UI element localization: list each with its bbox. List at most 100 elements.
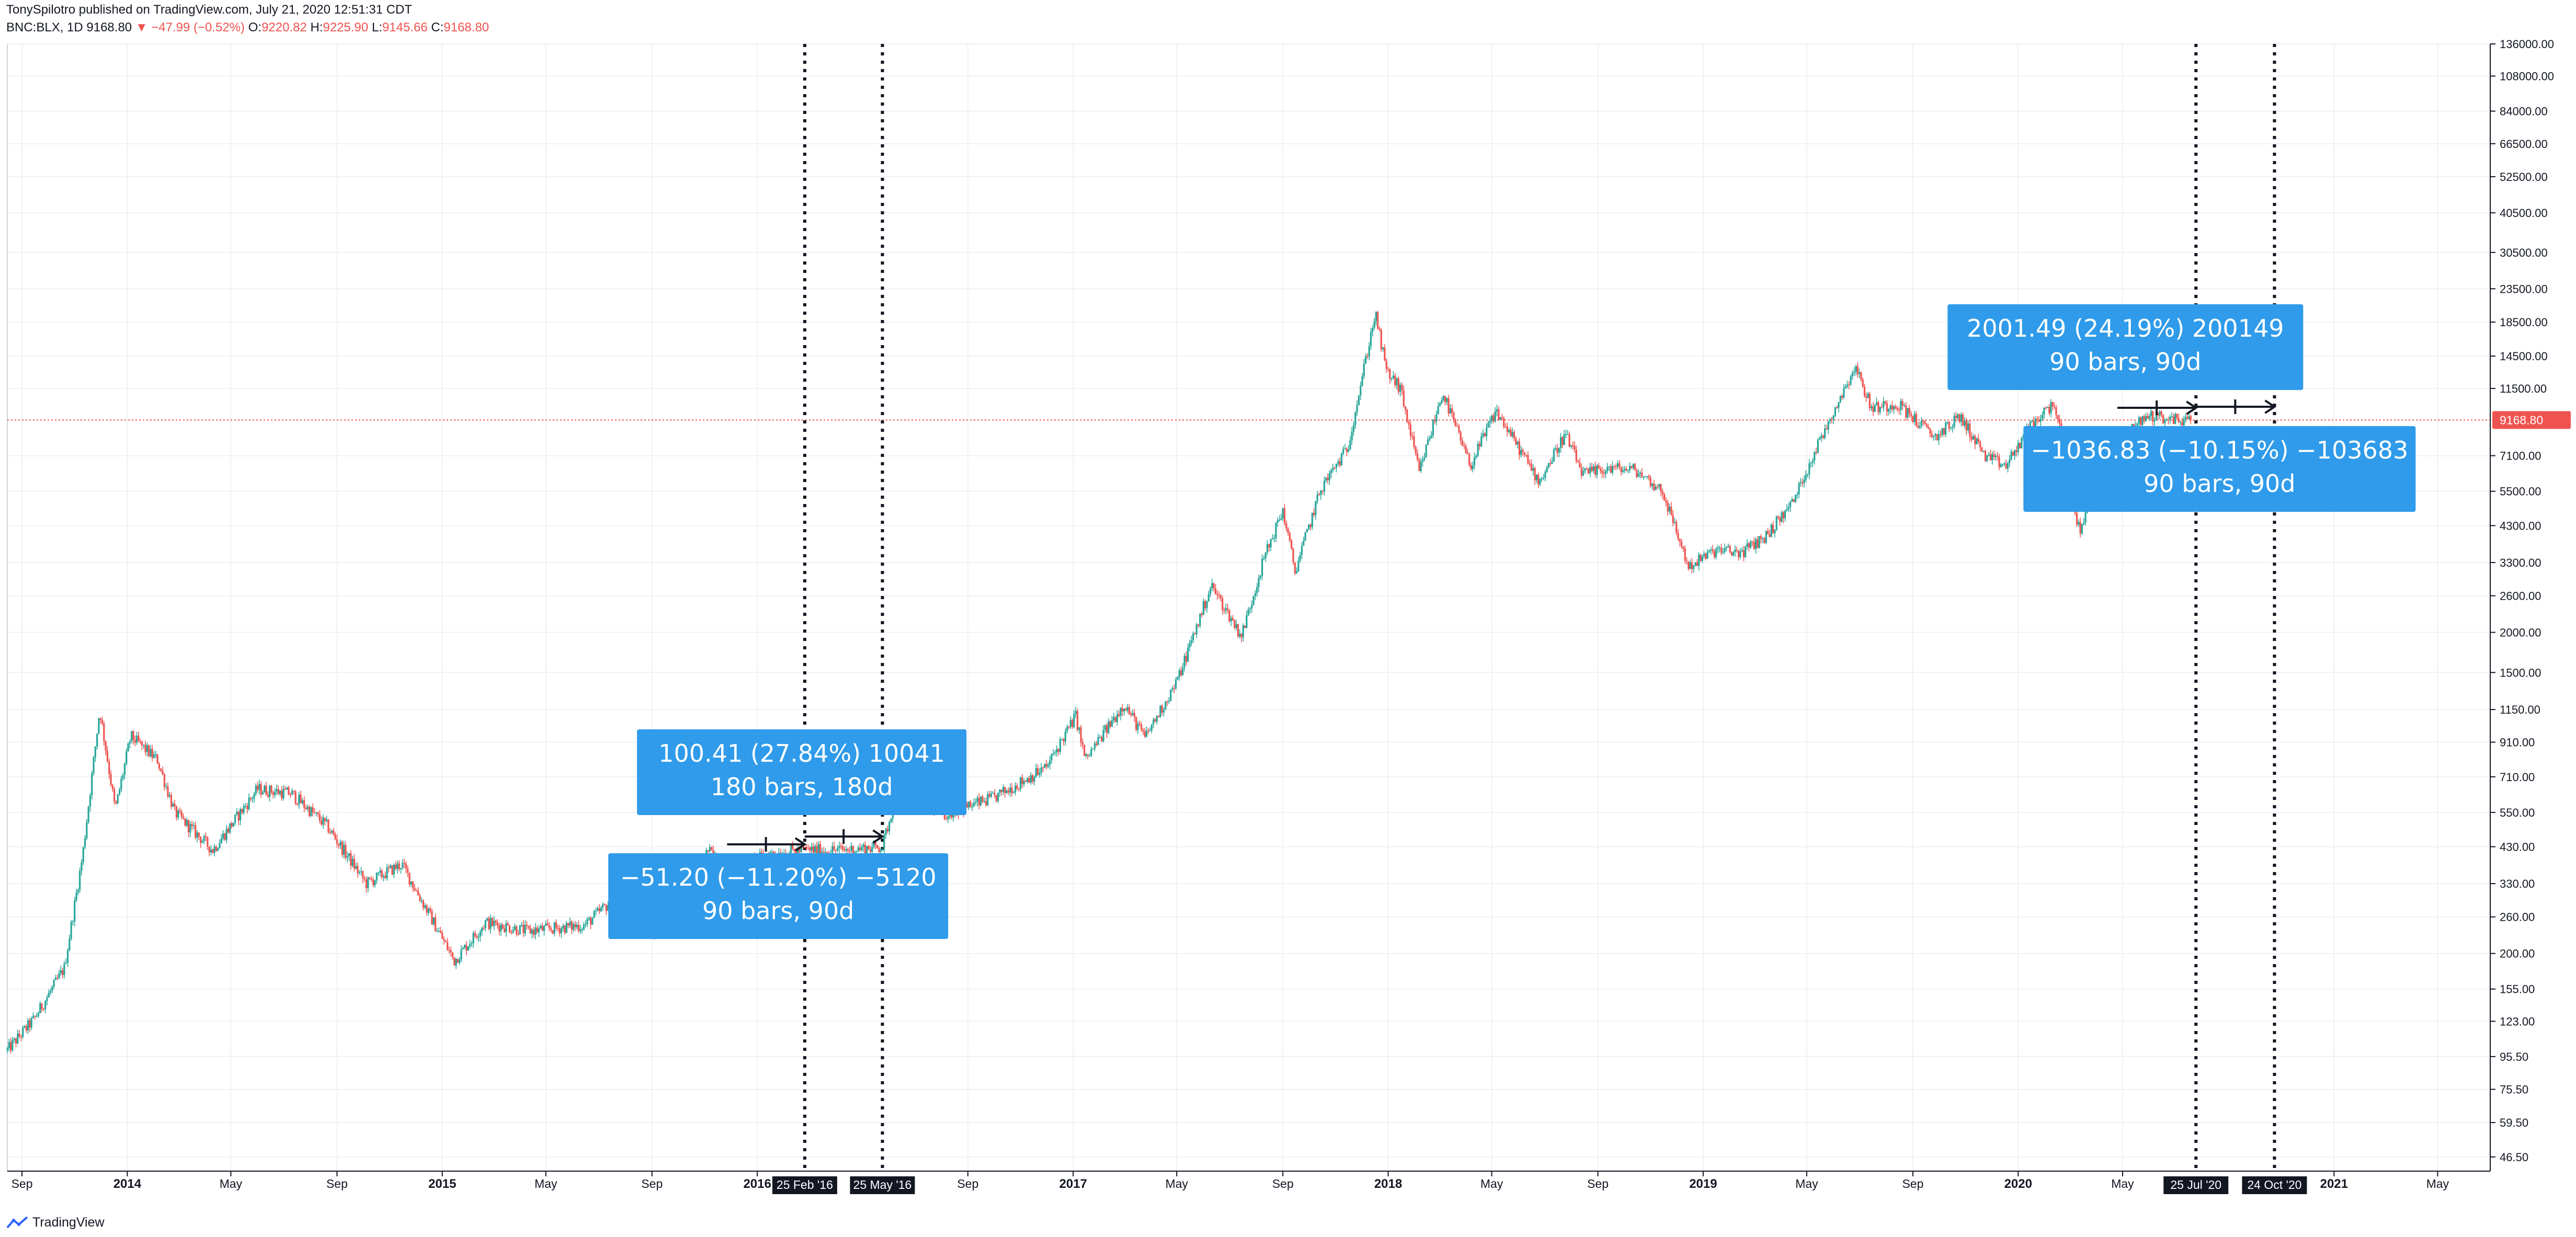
candle-body [1765, 531, 1767, 543]
measure-box[interactable]: −51.20 (−11.20%) −5120 90 bars, 90d [608, 853, 949, 939]
candle-body [1946, 422, 1948, 423]
candle-body [1118, 714, 1120, 716]
candle-body [353, 858, 356, 869]
candle-body [1586, 468, 1588, 469]
y-tick-label: 46.50 [2500, 1151, 2528, 1164]
measure-box[interactable]: −1036.83 (−10.15%) −103683 90 bars, 90d [2023, 426, 2416, 512]
candle-body [1791, 499, 1793, 502]
candle-body [248, 797, 250, 809]
candle-body [1368, 346, 1370, 357]
candle-body [1261, 558, 1263, 576]
candle-body [593, 911, 595, 918]
candle-body [1209, 588, 1212, 594]
candle-body [805, 847, 807, 849]
candle-body [338, 844, 340, 846]
candle-body [1321, 490, 1324, 491]
candle-body [370, 878, 373, 880]
candle-body [1865, 396, 1867, 398]
candle-body [1970, 437, 1973, 440]
candle-body [1075, 711, 1077, 714]
candle-body [1056, 749, 1058, 753]
candle-body [1779, 517, 1781, 522]
candle-body [1924, 421, 1926, 425]
candle-body [1582, 471, 1585, 476]
y-tick-label: 30500.00 [2500, 246, 2548, 259]
low-value: 9145.66 [382, 20, 428, 35]
candle-body [1401, 384, 1403, 391]
candle-body [1328, 473, 1330, 480]
candle-body [334, 834, 336, 839]
candle-body [315, 812, 317, 814]
candle-body [1335, 463, 1338, 468]
tradingview-logo[interactable]: TradingView [6, 1212, 105, 1233]
candle-body [1092, 749, 1094, 750]
measure-box-bg [2023, 426, 2416, 512]
candle-body [1815, 452, 1817, 453]
candle-body [1316, 494, 1318, 501]
candle-body [12, 1040, 14, 1050]
candle-body [82, 847, 84, 863]
candle-body [2143, 416, 2145, 421]
candle-body [1018, 788, 1020, 789]
candle-body [1713, 551, 1715, 557]
candle-body [1454, 420, 1456, 426]
candle-body [1663, 494, 1666, 501]
candle-body [1230, 618, 1232, 622]
candle-body [294, 792, 297, 804]
candle-body [973, 803, 975, 807]
candle-body [1147, 730, 1149, 731]
candles [6, 311, 2192, 1054]
candle-body [1315, 501, 1317, 516]
candle-body [1389, 369, 1391, 379]
x-tick-label: Sep [957, 1177, 978, 1190]
candle-body [790, 845, 792, 853]
measure-boxes[interactable]: 100.41 (27.84%) 10041 180 bars, 180d −51.2… [608, 304, 2416, 939]
candle-body [144, 745, 146, 752]
candle-body [1061, 739, 1063, 740]
candle-body [180, 811, 183, 817]
candle-body [2081, 524, 2083, 534]
candle-body [1219, 595, 1222, 599]
candle-body [1287, 528, 1289, 533]
candle-body [1349, 440, 1351, 450]
measure-box[interactable]: 2001.49 (24.19%) 200149 90 bars, 90d [1947, 304, 2304, 390]
candle-body [1283, 508, 1286, 523]
high-value: 9225.90 [323, 20, 369, 35]
candle-body [1435, 414, 1438, 422]
candle-body [474, 933, 476, 937]
candle-body [179, 810, 181, 812]
candle-body [1226, 608, 1229, 610]
candle-body [1867, 393, 1869, 398]
candle-body [1292, 548, 1294, 563]
candle-body [856, 851, 858, 852]
candle-body [1285, 523, 1287, 529]
candle-body [2058, 419, 2061, 423]
measure-box[interactable]: 100.41 (27.84%) 10041 180 bars, 180d [637, 729, 967, 815]
y-tick-label: 910.00 [2500, 736, 2535, 749]
candle-body [163, 774, 165, 787]
candle-body [1135, 717, 1137, 730]
candle-body [168, 795, 170, 797]
candle-body [408, 873, 411, 885]
low-label: L: [371, 20, 382, 35]
candle-body [441, 933, 443, 939]
candle-body [816, 846, 818, 854]
candle-body [289, 794, 291, 796]
candle-body [1661, 491, 1663, 495]
candle-body [1568, 434, 1570, 447]
candle-body [1372, 328, 1374, 332]
candle-body [438, 931, 440, 932]
candle-body [419, 895, 421, 901]
candle-body [1081, 742, 1084, 745]
candle-body [1162, 709, 1165, 713]
candle-body [118, 789, 121, 795]
candle-body [971, 806, 973, 807]
candle-body [1850, 376, 1852, 385]
candle-body [1953, 416, 1955, 427]
candle-body [1974, 436, 1976, 444]
candle-body [1503, 418, 1505, 427]
candle-body [520, 925, 523, 926]
candle-body [2001, 464, 2004, 465]
candle-body [2183, 419, 2185, 426]
